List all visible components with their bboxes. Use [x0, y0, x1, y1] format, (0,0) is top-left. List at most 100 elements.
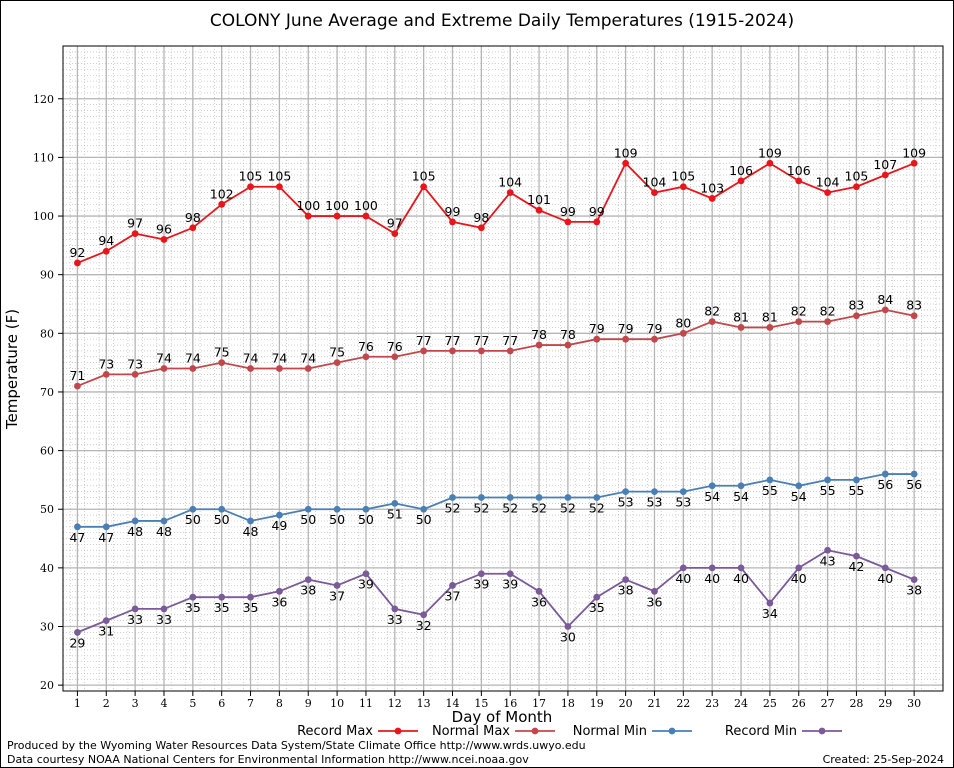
data-point	[737, 564, 745, 572]
series-line	[77, 161, 915, 264]
x-axis-label: Day of Month	[452, 708, 553, 726]
x-tick-label: 24	[734, 697, 748, 710]
data-point	[766, 159, 774, 167]
data-label: 100	[354, 198, 378, 213]
data-point	[449, 347, 456, 355]
legend-marker	[531, 727, 539, 735]
data-point	[910, 576, 918, 583]
data-point	[853, 312, 860, 320]
y-tick-label: 120	[33, 93, 54, 106]
data-point	[535, 341, 543, 349]
data-label: 109	[614, 145, 638, 160]
x-tick-label: 19	[590, 697, 604, 710]
data-point	[910, 470, 918, 478]
data-point	[881, 306, 889, 314]
legend-marker	[818, 727, 826, 735]
x-tick-label: 15	[474, 697, 488, 710]
data-label: 32	[416, 618, 432, 633]
data-label: 77	[416, 333, 432, 348]
data-label: 99	[589, 204, 605, 219]
data-point	[881, 470, 889, 478]
x-tick-label: 16	[503, 697, 517, 710]
y-tick-label: 100	[33, 210, 54, 223]
data-point	[824, 318, 831, 325]
data-label: 50	[358, 512, 374, 527]
data-label: 29	[69, 635, 85, 650]
data-point	[853, 183, 860, 191]
data-point	[535, 206, 543, 214]
data-point	[131, 370, 139, 378]
data-label: 104	[643, 175, 667, 190]
data-point	[795, 564, 803, 572]
legend-marker	[394, 727, 402, 735]
data-label: 42	[848, 559, 864, 574]
data-label: 74	[243, 351, 259, 366]
data-label: 47	[69, 530, 85, 545]
grid	[63, 45, 943, 692]
data-label: 53	[647, 495, 663, 510]
data-label: 54	[733, 489, 749, 504]
data-label: 52	[502, 501, 518, 516]
x-tick-label: 9	[305, 697, 312, 710]
data-point	[622, 159, 630, 167]
data-point	[564, 623, 572, 630]
y-axis-label: Temperature (F)	[3, 309, 21, 430]
data-point	[679, 329, 687, 337]
data-label: 50	[185, 512, 201, 527]
data-point	[651, 587, 658, 595]
series-record-min: 29 31 33 33 35 35 35 36 38 37 39 33 32 37 39 39 36 30 35 38…	[69, 546, 922, 650]
x-tick-label: 13	[417, 697, 431, 710]
data-label: 79	[589, 321, 605, 336]
data-point	[304, 505, 312, 513]
data-point	[420, 347, 428, 355]
data-point	[275, 365, 283, 372]
data-label: 38	[906, 583, 922, 598]
data-label: 54	[704, 489, 720, 504]
data-point	[881, 171, 889, 179]
data-label: 48	[243, 524, 259, 539]
data-label: 47	[98, 530, 114, 545]
data-label: 35	[243, 600, 259, 615]
series-record-max: 92 94 97 96 98 102 105 105 100 100 100 97 105 99 98 104…	[69, 145, 926, 267]
data-point	[824, 476, 831, 484]
data-point	[535, 494, 543, 501]
data-label: 35	[589, 600, 605, 615]
data-point	[218, 359, 226, 367]
data-point	[881, 564, 889, 572]
data-label: 106	[787, 163, 811, 178]
data-point	[218, 505, 226, 513]
data-point	[679, 488, 687, 496]
data-point	[853, 476, 860, 484]
data-label: 104	[816, 175, 840, 190]
data-label: 48	[127, 524, 143, 539]
data-point	[74, 628, 81, 636]
data-label: 43	[820, 553, 836, 568]
data-label: 36	[531, 594, 547, 609]
data-point	[766, 599, 774, 607]
data-point	[304, 365, 312, 372]
data-point	[477, 347, 485, 355]
data-label: 49	[271, 518, 287, 533]
data-point	[910, 159, 918, 167]
data-label: 56	[906, 477, 922, 492]
data-point	[247, 365, 254, 372]
legend-label: Normal Max	[432, 724, 510, 739]
x-tick-label: 4	[160, 697, 167, 710]
x-tick-label: 25	[763, 697, 777, 710]
data-label: 50	[300, 512, 316, 527]
y-tick-label: 40	[40, 562, 54, 575]
data-label: 35	[214, 600, 230, 615]
data-point	[333, 359, 341, 367]
data-point	[247, 593, 254, 601]
data-point	[333, 582, 341, 589]
data-point	[420, 505, 428, 513]
data-point	[304, 576, 312, 583]
data-point	[593, 335, 601, 343]
data-point	[708, 564, 716, 572]
data-point	[333, 212, 341, 220]
data-point	[189, 505, 197, 513]
data-label: 78	[531, 327, 547, 342]
x-tick-label: 18	[561, 697, 575, 710]
